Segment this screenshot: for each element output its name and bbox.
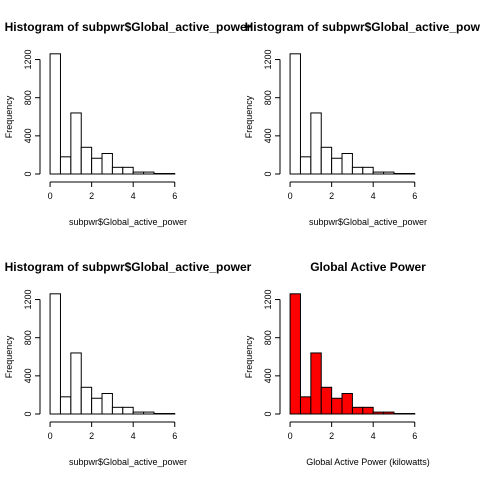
y-axis-label: Frequency [4, 335, 14, 378]
histogram-bar [289, 53, 301, 175]
chart-title: Histogram of subpwr$Global_active_power [245, 20, 480, 34]
x-tick-label: 0 [48, 431, 53, 441]
histogram-bar [310, 352, 322, 415]
y-axis-label: Frequency [244, 335, 254, 378]
y-tick-label: 0 [23, 171, 33, 176]
chart-title: Global Active Power [310, 260, 426, 274]
y-tick-label: 400 [263, 368, 273, 383]
x-tick-label: 2 [89, 191, 94, 201]
histogram-panel-3: Histogram of subpwr$Global_active_power 0… [4, 260, 252, 467]
histogram-bar [351, 166, 364, 175]
chart-title: Histogram of subpwr$Global_active_power [5, 20, 252, 34]
histogram-bar [351, 406, 364, 415]
histogram-panel-1: Histogram of subpwr$Global_active_power 0… [4, 20, 252, 227]
histogram-bar [91, 157, 103, 175]
histogram-bar [341, 152, 353, 175]
histogram-bar [331, 157, 343, 175]
histogram-bar [101, 392, 113, 415]
y-axis-label: Frequency [4, 95, 14, 138]
x-axis-label: subpwr$Global_active_power [69, 217, 187, 227]
x-tick-label: 6 [412, 431, 417, 441]
histogram-bar [362, 166, 374, 175]
histogram-bar [299, 156, 312, 175]
y-tick-label: 800 [263, 90, 273, 105]
histogram-bar [143, 411, 155, 415]
x-tick-label: 0 [288, 191, 293, 201]
histogram-bar [122, 166, 134, 175]
histogram-bar [143, 171, 155, 175]
y-tick-label: 800 [23, 330, 33, 345]
chart-title: Histogram of subpwr$Global_active_power [5, 260, 252, 274]
y-tick-label: 0 [263, 411, 273, 416]
x-tick-label: 2 [329, 191, 334, 201]
y-tick-label: 400 [23, 128, 33, 143]
x-tick-label: 2 [329, 431, 334, 441]
histogram-bar [320, 146, 333, 175]
y-tick-label: 1200 [23, 50, 33, 70]
histogram-bar [320, 386, 333, 415]
histogram-bar [111, 166, 124, 175]
histogram-bar [289, 293, 301, 415]
histogram-bar [49, 53, 61, 175]
x-axis-label: subpwr$Global_active_power [69, 457, 187, 467]
histogram-panel-2: Histogram of subpwr$Global_active_power 0… [244, 20, 480, 227]
y-tick-label: 0 [23, 411, 33, 416]
histogram-panel-4: Global Active Power 0 2 4 6 0 400 800 1200 Global… [244, 260, 430, 467]
histogram-bar [372, 411, 385, 415]
x-tick-label: 6 [412, 191, 417, 201]
y-tick-label: 400 [263, 128, 273, 143]
histogram-bar [132, 171, 145, 175]
x-tick-label: 4 [371, 431, 376, 441]
y-tick-label: 1200 [23, 290, 33, 310]
histogram-bar [132, 411, 145, 415]
y-tick-label: 0 [263, 171, 273, 176]
histogram-bar [70, 352, 82, 415]
x-tick-label: 0 [48, 191, 53, 201]
x-axis-label: Global Active Power (kilowatts) [306, 457, 430, 467]
histogram-bar [49, 293, 61, 415]
histogram-bar [59, 156, 72, 175]
histogram-bar [91, 397, 103, 415]
histogram-bar [299, 396, 312, 415]
histogram-bar [372, 171, 385, 175]
x-tick-label: 0 [288, 431, 293, 441]
histogram-bar [111, 406, 124, 415]
x-tick-label: 4 [131, 431, 136, 441]
histogram-bar [80, 386, 93, 415]
histogram-bar [383, 411, 395, 415]
x-tick-label: 6 [172, 191, 177, 201]
y-tick-label: 800 [23, 90, 33, 105]
histogram-bar [341, 392, 353, 415]
histogram-bar [80, 146, 93, 175]
y-tick-label: 1200 [263, 50, 273, 70]
y-axis-label: Frequency [244, 95, 254, 138]
histogram-bar [310, 112, 322, 175]
y-tick-label: 400 [23, 368, 33, 383]
histogram-bar [362, 406, 374, 415]
histogram-bar [331, 397, 343, 415]
histogram-bar [59, 396, 72, 415]
x-tick-label: 4 [131, 191, 136, 201]
y-tick-label: 1200 [263, 290, 273, 310]
x-axis-label: subpwr$Global_active_power [309, 217, 427, 227]
histogram-bar [70, 112, 82, 175]
y-tick-label: 800 [263, 330, 273, 345]
x-tick-label: 2 [89, 431, 94, 441]
x-tick-label: 6 [172, 431, 177, 441]
histogram-bar [122, 406, 134, 415]
histogram-bar [383, 171, 395, 175]
x-tick-label: 4 [371, 191, 376, 201]
histogram-bar [101, 152, 113, 175]
